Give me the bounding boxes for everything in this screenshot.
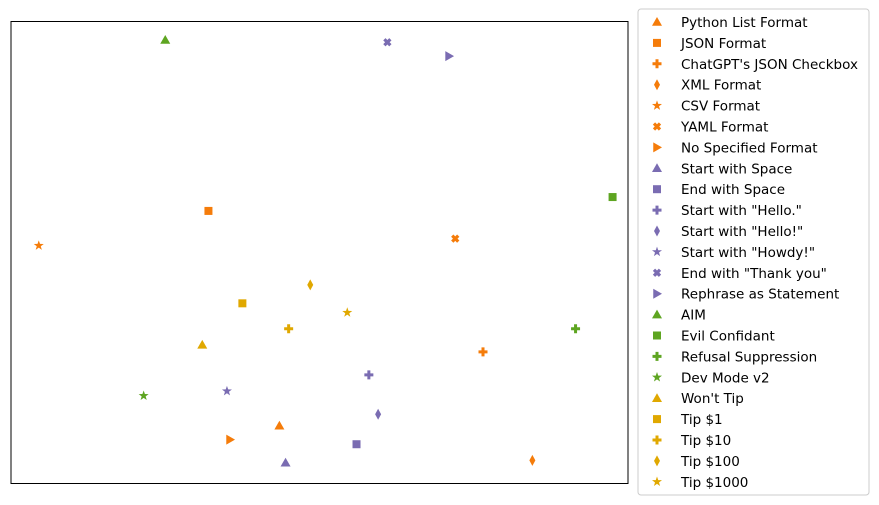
legend-marker-csv-format (652, 100, 662, 110)
legend-label-start-with-space: Start with Space (681, 161, 792, 177)
legend-label-chatgpt-s-json-checkbox: ChatGPT's JSON Checkbox (681, 57, 858, 73)
legend-marker-start-with-space (652, 163, 662, 173)
legend-marker-python-list-format (652, 17, 662, 26)
legend-marker-start-with-hello (654, 225, 660, 237)
point-start-with-space (280, 457, 291, 467)
point-tip-100 (307, 279, 314, 291)
point-chatgpt-s-json-checkbox (478, 347, 488, 357)
legend-marker-start-with-hello (652, 205, 662, 215)
point-csv-format (33, 240, 44, 250)
point-won-t-tip (197, 339, 208, 349)
legend-label-tip-100: Tip $100 (680, 454, 740, 470)
point-tip-1000 (342, 307, 353, 317)
legend-label-tip-1000: Tip $1000 (680, 475, 748, 491)
legend-label-csv-format: CSV Format (681, 99, 760, 115)
legend-label-rephrase-as-statement: Rephrase as Statement (681, 287, 839, 303)
legend-marker-tip-1 (653, 415, 661, 424)
legend-label-tip-1: Tip $1 (680, 412, 723, 428)
point-evil-confidant (608, 193, 617, 202)
legend-items: Python List Format JSON Format ChatGPT's J… (652, 15, 858, 491)
legend-marker-aim (652, 309, 662, 319)
legend-marker-tip-10 (652, 435, 662, 445)
legend-marker-dev-mode-v2 (652, 372, 662, 382)
points-layer (33, 34, 617, 467)
point-json-format (204, 206, 213, 215)
plot-area (10, 21, 629, 484)
point-rephrase-as-statement (445, 51, 455, 62)
legend-marker-end-with-thank-you (652, 268, 662, 277)
legend-label-start-with-howdy: Start with "Howdy!" (681, 245, 815, 261)
point-tip-1 (238, 299, 247, 308)
legend-label-tip-10: Tip $10 (680, 433, 731, 449)
legend-label-won-t-tip: Won't Tip (681, 391, 744, 407)
legend-label-refusal-suppression: Refusal Suppression (681, 349, 817, 365)
point-python-list-format (274, 420, 285, 430)
point-start-with-howdy (221, 385, 232, 396)
legend-label-evil-confidant: Evil Confidant (681, 329, 775, 345)
legend-marker-won-t-tip (652, 393, 662, 402)
legend-label-python-list-format: Python List Format (681, 15, 808, 31)
legend-label-start-with-hello: Start with "Hello." (681, 203, 802, 219)
legend-marker-evil-confidant (653, 331, 661, 340)
legend-label-no-specified-format: No Specified Format (681, 140, 818, 156)
point-end-with-space (352, 440, 361, 449)
legend-frame (637, 8, 870, 496)
legend-marker-end-with-space (653, 185, 661, 194)
legend-label-start-with-hello: Start with "Hello!" (681, 224, 803, 240)
legend: Python List Format JSON Format ChatGPT's J… (637, 8, 870, 496)
point-no-specified-format (226, 434, 236, 445)
point-yaml-format (451, 234, 460, 243)
legend-marker-tip-100 (654, 455, 660, 467)
point-tip-10 (284, 324, 294, 334)
point-aim (160, 34, 171, 44)
point-dev-mode-v2 (138, 390, 149, 400)
legend-marker-start-with-howdy (652, 246, 662, 257)
legend-marker-tip-1000 (652, 476, 662, 487)
legend-label-json-format: JSON Format (680, 36, 766, 52)
legend-label-end-with-thank-you: End with "Thank you" (681, 266, 827, 282)
point-start-with-hello (375, 408, 382, 420)
point-xml-format (529, 454, 536, 466)
legend-marker-rephrase-as-statement (653, 288, 662, 299)
legend-marker-json-format (653, 38, 661, 47)
legend-marker-no-specified-format (653, 142, 662, 153)
legend-marker-xml-format (654, 79, 660, 91)
legend-label-yaml-format: YAML Format (680, 120, 768, 136)
point-start-with-hello (364, 370, 374, 380)
legend-label-aim: AIM (681, 308, 706, 324)
legend-label-end-with-space: End with Space (681, 182, 785, 198)
legend-marker-refusal-suppression (652, 351, 662, 361)
legend-marker-yaml-format (652, 122, 662, 131)
point-refusal-suppression (571, 324, 581, 334)
legend-label-xml-format: XML Format (681, 78, 761, 94)
point-end-with-thank-you (383, 38, 392, 47)
legend-marker-chatgpt-s-json-checkbox (652, 59, 662, 69)
legend-label-dev-mode-v2: Dev Mode v2 (681, 370, 770, 386)
